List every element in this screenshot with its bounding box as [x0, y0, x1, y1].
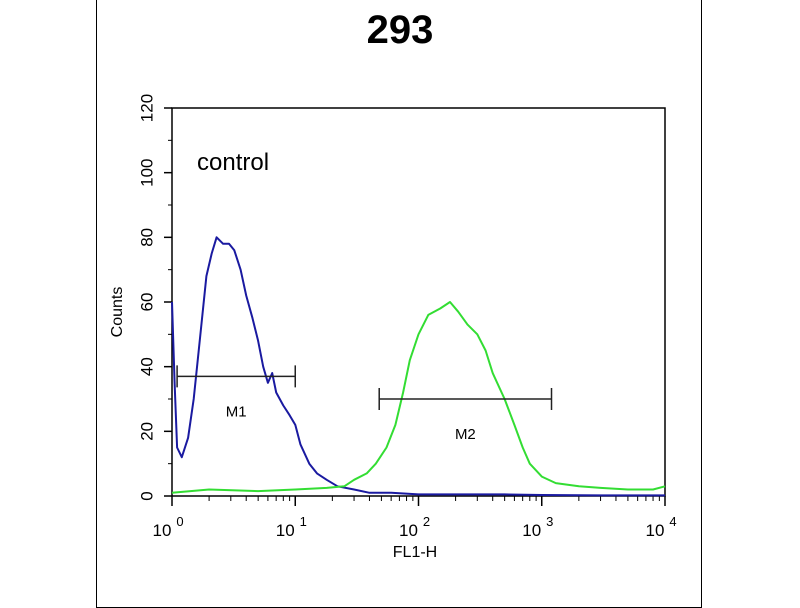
y-tick-label: 80 — [137, 228, 156, 247]
x-tick-label: 10 — [522, 521, 541, 540]
y-tick-label: 0 — [137, 491, 156, 500]
y-tick-label: 100 — [137, 158, 156, 186]
x-tick-label: 10 — [399, 521, 418, 540]
gate-label: M2 — [455, 426, 476, 443]
y-tick-label: 40 — [137, 357, 156, 376]
x-tick-exponent: 2 — [423, 514, 430, 529]
x-tick-exponent: 0 — [176, 514, 183, 529]
series-layer — [171, 236, 666, 497]
x-tick-exponent: 3 — [546, 514, 553, 529]
y-tick-label: 60 — [137, 293, 156, 312]
gates-layer: M1 M2 — [176, 365, 553, 443]
x-axis-label: FL1-H — [393, 544, 437, 561]
x-tick-exponent: 1 — [300, 514, 307, 529]
x-tick-label: 10 — [153, 521, 172, 540]
y-axis: 0 20 40 60 80 100 120 — [137, 94, 172, 501]
gate-label: M1 — [226, 403, 247, 420]
y-axis-label: Counts — [109, 287, 126, 338]
histogram-series-1 — [171, 236, 665, 497]
control-annotation: control — [197, 149, 269, 176]
y-tick-label: 20 — [137, 422, 156, 441]
x-tick-label: 10 — [276, 521, 295, 540]
x-axis: 10 0 10 1 10 2 10 3 10 4 — [153, 496, 677, 540]
y-tick-label: 120 — [137, 94, 156, 122]
x-tick-exponent: 4 — [669, 514, 676, 529]
chart-title: 293 — [366, 8, 434, 52]
x-tick-label: 10 — [646, 521, 665, 540]
histogram-series-2 — [171, 301, 666, 494]
